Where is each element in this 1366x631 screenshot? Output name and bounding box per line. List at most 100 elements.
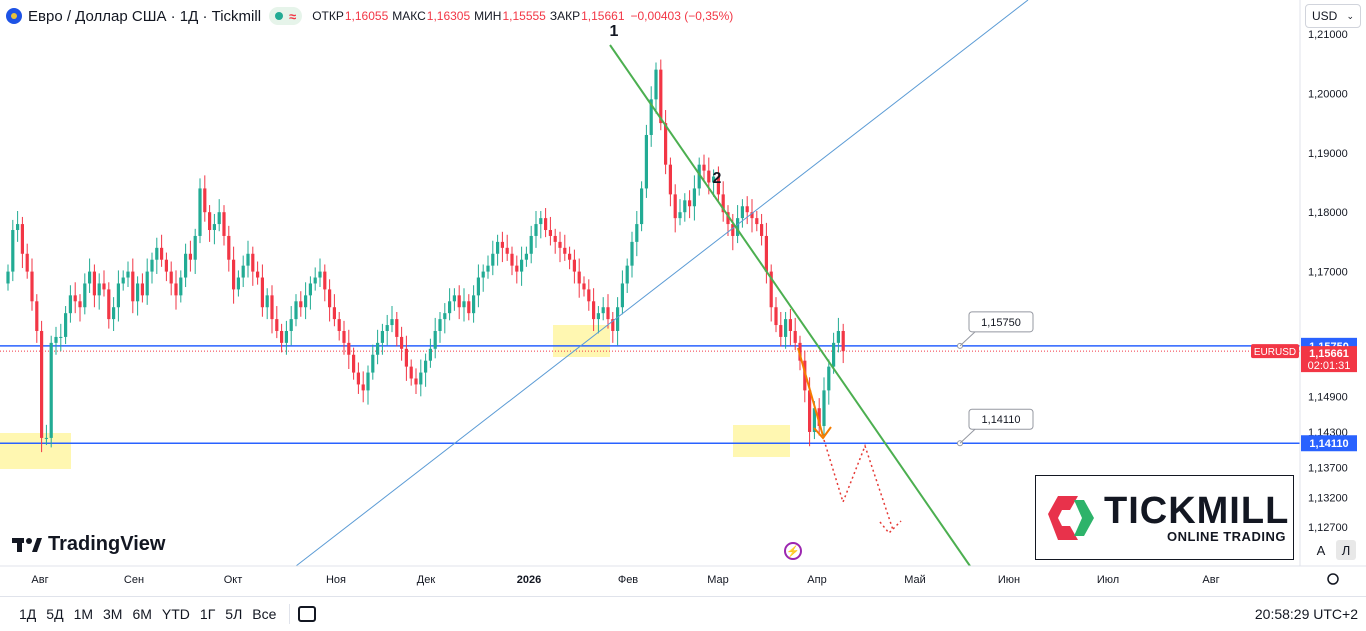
candle-body-33 [164, 259, 168, 272]
candle-body-121 [587, 289, 591, 302]
candle-body-128 [620, 283, 624, 308]
candle-body-156 [755, 218, 759, 225]
change-value: −0,00403 (−0,35%) [630, 9, 734, 23]
candle-body-42 [208, 212, 212, 231]
timeframe-button-0[interactable]: 1Д [19, 606, 37, 622]
candle-body-163 [788, 319, 792, 331]
log-scale-button[interactable]: Л [1336, 540, 1356, 560]
price-tick-label-4: 1,17000 [1308, 267, 1348, 279]
candle-body-65 [318, 271, 322, 278]
candle-body-51 [251, 253, 255, 272]
candle-body-71 [347, 342, 351, 355]
auto-scale-button[interactable]: A [1311, 540, 1331, 560]
candle-body-152 [736, 218, 740, 236]
candle-body-69 [337, 319, 341, 331]
candle-body-148 [716, 176, 720, 195]
candle-body-60 [294, 301, 298, 320]
candle-body-28 [140, 283, 144, 296]
projection-arrowhead [813, 426, 832, 440]
candle-body-23 [116, 283, 120, 308]
timeframe-button-5[interactable]: YTD [161, 606, 190, 622]
candle-body-96 [467, 301, 471, 314]
wave-label-1: 2 [713, 170, 722, 187]
symbol-title[interactable]: Евро / Доллар США · 1Д · Tickmill [28, 7, 262, 25]
candle-body-55 [270, 295, 274, 320]
candle-body-117 [568, 253, 572, 260]
timeframe-button-2[interactable]: 1М [73, 606, 94, 622]
candle-body-12 [64, 313, 68, 337]
level-callout-line-0 [959, 331, 976, 347]
candle-body-39 [193, 235, 197, 260]
candle-body-79 [385, 325, 389, 331]
tradingview-logo[interactable]: TradingView [12, 533, 165, 556]
market-status-pill[interactable]: ≈ [269, 7, 303, 25]
level-callout-box-1 [968, 408, 1034, 430]
candle-body-100 [486, 265, 490, 272]
candle-body-173 [836, 330, 840, 343]
candle-body-92 [448, 301, 452, 314]
highlight-zone-0 [0, 433, 71, 469]
timeframe-button-7[interactable]: 5Л [225, 606, 243, 622]
candle-body-122 [592, 301, 596, 320]
timeframe-button-3[interactable]: 3М [103, 606, 123, 622]
candle-body-171 [827, 366, 831, 391]
candle-body-75 [366, 372, 370, 391]
candle-body-174 [841, 330, 845, 352]
calendar-icon[interactable] [298, 606, 317, 622]
candle-body-133 [644, 134, 648, 189]
candle-body-168 [812, 408, 816, 432]
candle-body-49 [241, 265, 245, 278]
candle-body-155 [750, 212, 754, 219]
time-tick-label-5: 2026 [517, 574, 541, 586]
candle-body-45 [222, 212, 226, 236]
candle-body-35 [174, 283, 178, 296]
low-label: МИН [474, 9, 502, 23]
timeframe-list: 1Д 5Д 1М 3М 6М YTD 1Г 5Л Все [14, 606, 281, 622]
price-tick-label-1: 1,20000 [1308, 88, 1348, 100]
eurusd-flag-icon [6, 8, 22, 24]
candle-body-81 [395, 319, 399, 337]
candle-body-115 [558, 241, 562, 248]
wave-icon: ≈ [289, 8, 297, 24]
candle-body-67 [328, 289, 332, 308]
tradingview-label: TradingView [48, 533, 166, 555]
candle-body-103 [500, 241, 504, 248]
candle-body-138 [668, 164, 672, 195]
price-tick-label-8: 1,13200 [1308, 492, 1348, 504]
candle-body-167 [808, 390, 812, 432]
candle-body-70 [342, 330, 346, 343]
candle-body-15 [78, 301, 82, 308]
high-label: МАКС [392, 9, 426, 23]
time-tick-label-3: Ноя [326, 574, 346, 586]
log-scale-label: Л [1341, 542, 1351, 558]
tickmill-logo: TICKMILL ONLINE TRADING [1035, 475, 1294, 560]
lightning-icon[interactable]: ⚡ [784, 542, 802, 560]
candle-body-112 [544, 218, 548, 231]
candle-body-164 [793, 330, 797, 343]
timeframe-button-8[interactable]: Все [252, 606, 277, 622]
auto-scale-label: A [1316, 542, 1326, 558]
time-tick-label-9: Май [904, 574, 926, 586]
currency-select[interactable]: USD ⌄ [1305, 4, 1361, 28]
candle-body-63 [308, 283, 312, 296]
price-tick-label-0: 1,21000 [1308, 29, 1348, 41]
candle-body-132 [640, 188, 644, 225]
candle-body-6 [35, 301, 39, 331]
candle-body-78 [380, 330, 384, 343]
candle-body-82 [400, 336, 404, 349]
clock[interactable]: 20:58:29 UTC+2 [1254, 606, 1358, 622]
chevron-down-icon: ⌄ [1346, 10, 1354, 21]
timeframe-button-1[interactable]: 5Д [46, 606, 64, 622]
candle-body-127 [616, 307, 620, 331]
price-tick-label-2: 1,19000 [1308, 148, 1348, 160]
candle-body-170 [822, 390, 826, 427]
candle-body-105 [510, 253, 514, 266]
timeframe-button-6[interactable]: 1Г [199, 606, 216, 622]
timeframe-button-4[interactable]: 6М [132, 606, 152, 622]
tickmill-icon [1048, 496, 1094, 540]
candle-body-114 [553, 235, 557, 242]
candle-body-145 [702, 164, 706, 171]
gear-icon[interactable] [1327, 573, 1339, 585]
time-tick-label-1: Сен [124, 574, 144, 586]
